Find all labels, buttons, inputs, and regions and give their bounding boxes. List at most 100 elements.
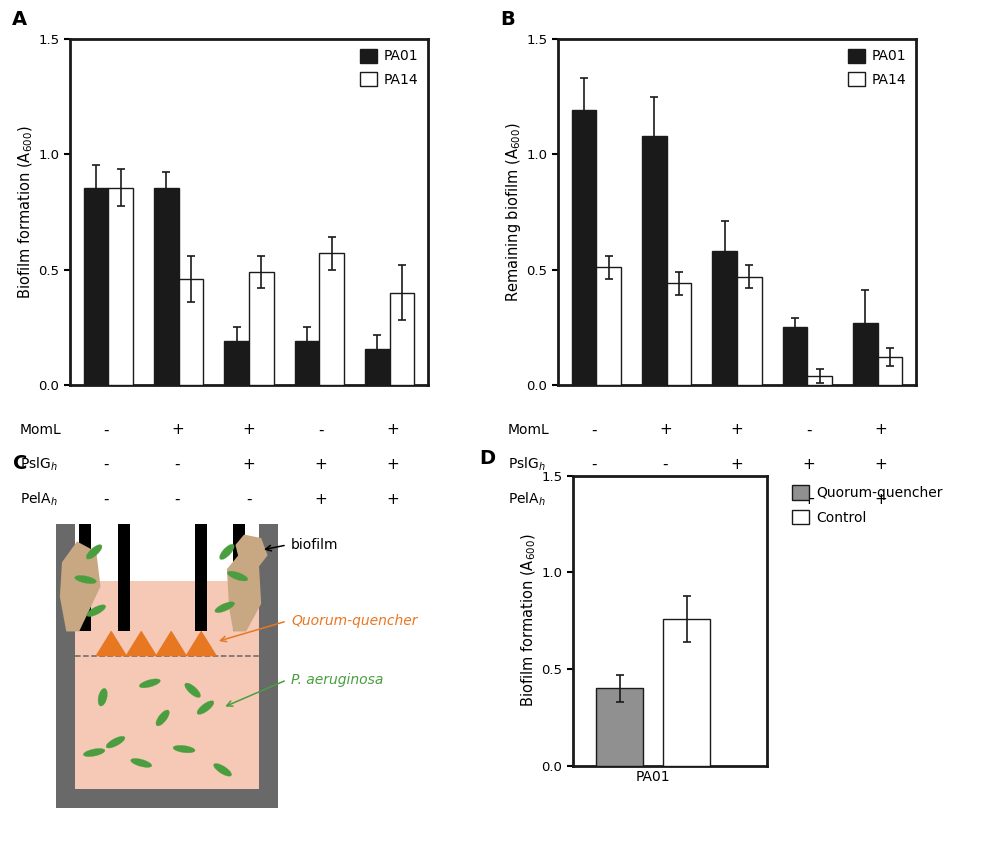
- Ellipse shape: [219, 544, 234, 560]
- Text: -: -: [734, 491, 740, 507]
- Bar: [249, 272, 274, 385]
- Text: -: -: [806, 422, 812, 438]
- Text: +: +: [386, 422, 398, 438]
- Text: +: +: [803, 491, 815, 507]
- Ellipse shape: [87, 545, 102, 559]
- Ellipse shape: [107, 736, 124, 748]
- Bar: [663, 618, 710, 766]
- Text: +: +: [386, 457, 398, 472]
- Text: +: +: [659, 422, 671, 438]
- Y-axis label: Biofilm formation (A$_{600}$): Biofilm formation (A$_{600}$): [520, 534, 539, 708]
- Ellipse shape: [98, 689, 108, 706]
- Text: P. aeruginosa: P. aeruginosa: [291, 673, 383, 687]
- Text: +: +: [874, 422, 886, 438]
- Polygon shape: [97, 631, 126, 656]
- Text: +: +: [243, 422, 255, 438]
- Bar: [365, 349, 389, 385]
- Polygon shape: [227, 548, 261, 631]
- Ellipse shape: [156, 710, 169, 726]
- Text: +: +: [874, 457, 886, 472]
- Bar: [178, 279, 203, 385]
- Bar: [109, 188, 133, 385]
- Bar: [84, 188, 109, 385]
- Bar: [783, 327, 808, 385]
- Ellipse shape: [139, 679, 160, 688]
- Ellipse shape: [197, 701, 214, 714]
- Text: +: +: [803, 457, 815, 472]
- Y-axis label: Remaining biofilm (A$_{600}$): Remaining biofilm (A$_{600}$): [504, 122, 524, 302]
- Polygon shape: [126, 631, 156, 656]
- Text: MomL: MomL: [20, 423, 62, 437]
- Bar: [597, 267, 622, 385]
- Bar: [597, 689, 643, 766]
- Text: +: +: [315, 457, 327, 472]
- Legend: Quorum-quencher, Control: Quorum-quencher, Control: [790, 483, 945, 528]
- Text: -: -: [662, 491, 668, 507]
- Text: -: -: [174, 491, 180, 507]
- Ellipse shape: [227, 571, 248, 581]
- Polygon shape: [235, 535, 268, 569]
- Y-axis label: Biofilm formation (A$_{600}$): Biofilm formation (A$_{600}$): [17, 125, 36, 298]
- Text: PelA$_h$: PelA$_h$: [508, 490, 546, 508]
- FancyBboxPatch shape: [259, 524, 278, 808]
- Text: -: -: [662, 457, 668, 472]
- Polygon shape: [60, 541, 101, 631]
- Text: A: A: [12, 10, 28, 29]
- Bar: [712, 251, 737, 385]
- Text: +: +: [243, 457, 255, 472]
- Text: -: -: [591, 491, 597, 507]
- Bar: [853, 323, 877, 385]
- Text: C: C: [13, 454, 27, 473]
- FancyBboxPatch shape: [75, 581, 259, 789]
- Polygon shape: [156, 631, 186, 656]
- Text: -: -: [174, 457, 180, 472]
- Ellipse shape: [84, 748, 105, 757]
- Ellipse shape: [173, 746, 195, 753]
- Text: D: D: [479, 449, 496, 468]
- Text: biofilm: biofilm: [291, 538, 339, 552]
- Text: +: +: [731, 422, 743, 438]
- Bar: [295, 341, 320, 385]
- Text: PslG$_h$: PslG$_h$: [508, 456, 546, 473]
- Ellipse shape: [75, 575, 97, 584]
- Bar: [808, 375, 832, 385]
- Ellipse shape: [130, 759, 151, 767]
- Text: -: -: [103, 422, 109, 438]
- Text: +: +: [171, 422, 183, 438]
- Ellipse shape: [87, 605, 106, 617]
- Bar: [572, 111, 597, 385]
- FancyBboxPatch shape: [56, 524, 75, 808]
- Polygon shape: [186, 631, 216, 656]
- Text: PelA$_h$: PelA$_h$: [20, 490, 58, 508]
- FancyBboxPatch shape: [56, 789, 278, 808]
- Text: -: -: [591, 457, 597, 472]
- FancyBboxPatch shape: [79, 524, 91, 631]
- Ellipse shape: [184, 683, 200, 697]
- Text: -: -: [246, 491, 252, 507]
- Text: Quorum-quencher: Quorum-quencher: [291, 614, 417, 628]
- Ellipse shape: [214, 764, 231, 776]
- Bar: [154, 188, 178, 385]
- FancyBboxPatch shape: [118, 524, 129, 631]
- Text: PslG$_h$: PslG$_h$: [20, 456, 58, 473]
- Text: +: +: [874, 491, 886, 507]
- Bar: [666, 284, 691, 385]
- Text: +: +: [315, 491, 327, 507]
- Text: -: -: [103, 491, 109, 507]
- Text: +: +: [731, 457, 743, 472]
- Bar: [224, 341, 249, 385]
- Bar: [642, 136, 666, 385]
- Ellipse shape: [215, 602, 235, 612]
- Text: -: -: [591, 422, 597, 438]
- Bar: [737, 277, 762, 385]
- Text: MomL: MomL: [508, 423, 550, 437]
- Text: -: -: [103, 457, 109, 472]
- Text: +: +: [386, 491, 398, 507]
- Legend: PA01, PA14: PA01, PA14: [846, 46, 909, 89]
- Bar: [320, 253, 344, 385]
- Bar: [389, 292, 414, 385]
- Bar: [877, 357, 902, 385]
- Text: B: B: [500, 10, 515, 29]
- FancyBboxPatch shape: [195, 524, 207, 631]
- Text: -: -: [318, 422, 324, 438]
